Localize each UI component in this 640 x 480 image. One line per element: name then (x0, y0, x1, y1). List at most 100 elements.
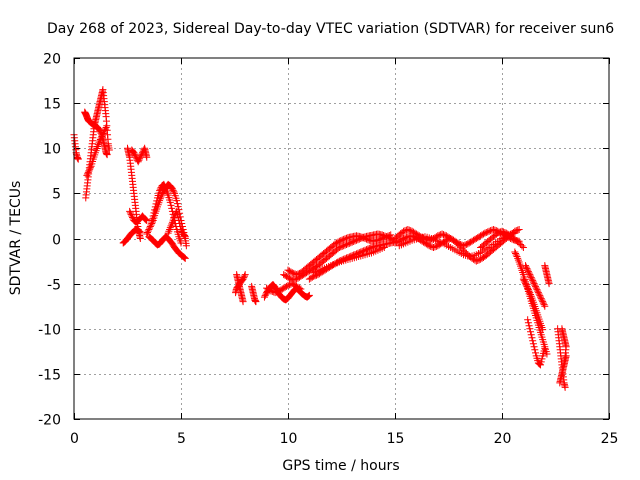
x-tick-labels: 0 5 10 15 20 25 (70, 431, 618, 447)
data-point (536, 292, 544, 300)
data-point (469, 255, 477, 263)
data-point (519, 244, 527, 252)
y-tick-label: 15 (43, 97, 61, 113)
data-point (405, 226, 413, 234)
data-point (494, 229, 502, 237)
data-point (418, 237, 426, 245)
data-point (166, 224, 174, 232)
data-point (280, 271, 288, 279)
data-point (136, 235, 144, 242)
data-point (100, 128, 108, 136)
data-point (149, 212, 157, 220)
data-point (524, 268, 532, 276)
data-point (518, 242, 526, 250)
data-point (478, 231, 486, 239)
data-point (240, 272, 248, 280)
data-point (180, 231, 188, 239)
data-point (340, 235, 348, 243)
data-point (368, 243, 376, 251)
data-point (526, 271, 534, 279)
data-point (294, 270, 302, 278)
data-point (455, 242, 463, 250)
data-point (561, 383, 569, 391)
data-point (126, 209, 134, 217)
data-point (148, 218, 156, 226)
data-point (295, 284, 303, 292)
data-point (482, 228, 490, 236)
data-point (127, 210, 135, 218)
data-point (537, 358, 545, 366)
data-point (96, 137, 104, 145)
data-point (151, 206, 159, 214)
data-point (524, 284, 532, 292)
data-point (364, 236, 372, 244)
data-point (499, 228, 507, 236)
data-point (421, 239, 429, 247)
data-point (274, 287, 282, 295)
data-point (400, 227, 408, 235)
data-point (180, 253, 188, 261)
data-point (293, 282, 301, 290)
data-point (431, 243, 439, 251)
y-axis-label: SDTVAR / TECUs (8, 181, 24, 296)
data-point (278, 285, 286, 293)
data-point (334, 238, 342, 246)
data-point (126, 207, 134, 215)
data-point (526, 325, 534, 333)
data-point (173, 210, 181, 218)
data-point (86, 164, 94, 172)
data-point (142, 216, 150, 224)
data-point (537, 293, 545, 301)
data-point (522, 263, 530, 271)
data-point (502, 229, 510, 237)
y-tick-label: -20 (38, 413, 61, 429)
data-point (135, 156, 143, 164)
data-point (532, 283, 540, 291)
data-point (281, 283, 289, 291)
grid-lines (74, 58, 609, 419)
data-point (471, 235, 479, 243)
data-point (305, 291, 313, 299)
data-point (337, 237, 345, 245)
data-point (377, 235, 385, 243)
data-point (338, 242, 346, 250)
data-point (160, 180, 168, 188)
data-point (338, 236, 346, 244)
x-tick-label: 5 (177, 431, 186, 447)
data-point (166, 225, 174, 233)
data-point (481, 229, 489, 237)
data-point (478, 254, 486, 262)
data-point (461, 241, 469, 249)
data-point (527, 272, 535, 280)
data-point (275, 287, 283, 295)
data-point (176, 222, 184, 230)
data-point (342, 241, 350, 249)
data-point (543, 350, 551, 358)
y-tick-label: 5 (52, 187, 61, 203)
data-point (181, 233, 189, 241)
data-point (136, 155, 144, 163)
data-point (540, 301, 548, 309)
data-point (562, 352, 570, 360)
data-point (271, 289, 279, 297)
data-point (524, 266, 532, 274)
data-point (182, 242, 190, 250)
data-point (177, 225, 185, 233)
data-point (151, 203, 159, 211)
data-point (525, 269, 533, 277)
data-point (97, 134, 105, 142)
x-tick-label: 0 (70, 431, 79, 447)
data-point (448, 235, 456, 243)
data-point (174, 213, 182, 221)
data-point (152, 200, 160, 208)
data-point (532, 349, 540, 357)
data-point (177, 239, 185, 247)
x-axis-label: GPS time / hours (282, 458, 399, 474)
data-point (136, 228, 144, 236)
data-point (94, 141, 102, 149)
data-point (380, 234, 388, 242)
data-point (167, 201, 175, 209)
data-point (519, 275, 527, 283)
data-point (161, 182, 169, 190)
data-point (281, 272, 289, 280)
